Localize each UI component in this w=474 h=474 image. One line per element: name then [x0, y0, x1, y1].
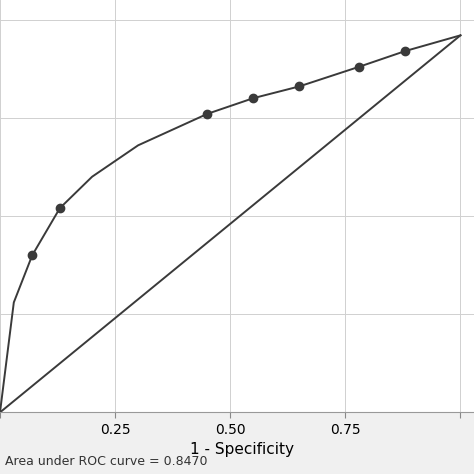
- Text: Area under ROC curve = 0.8470: Area under ROC curve = 0.8470: [5, 455, 207, 467]
- X-axis label: 1 - Specificity: 1 - Specificity: [190, 442, 294, 457]
